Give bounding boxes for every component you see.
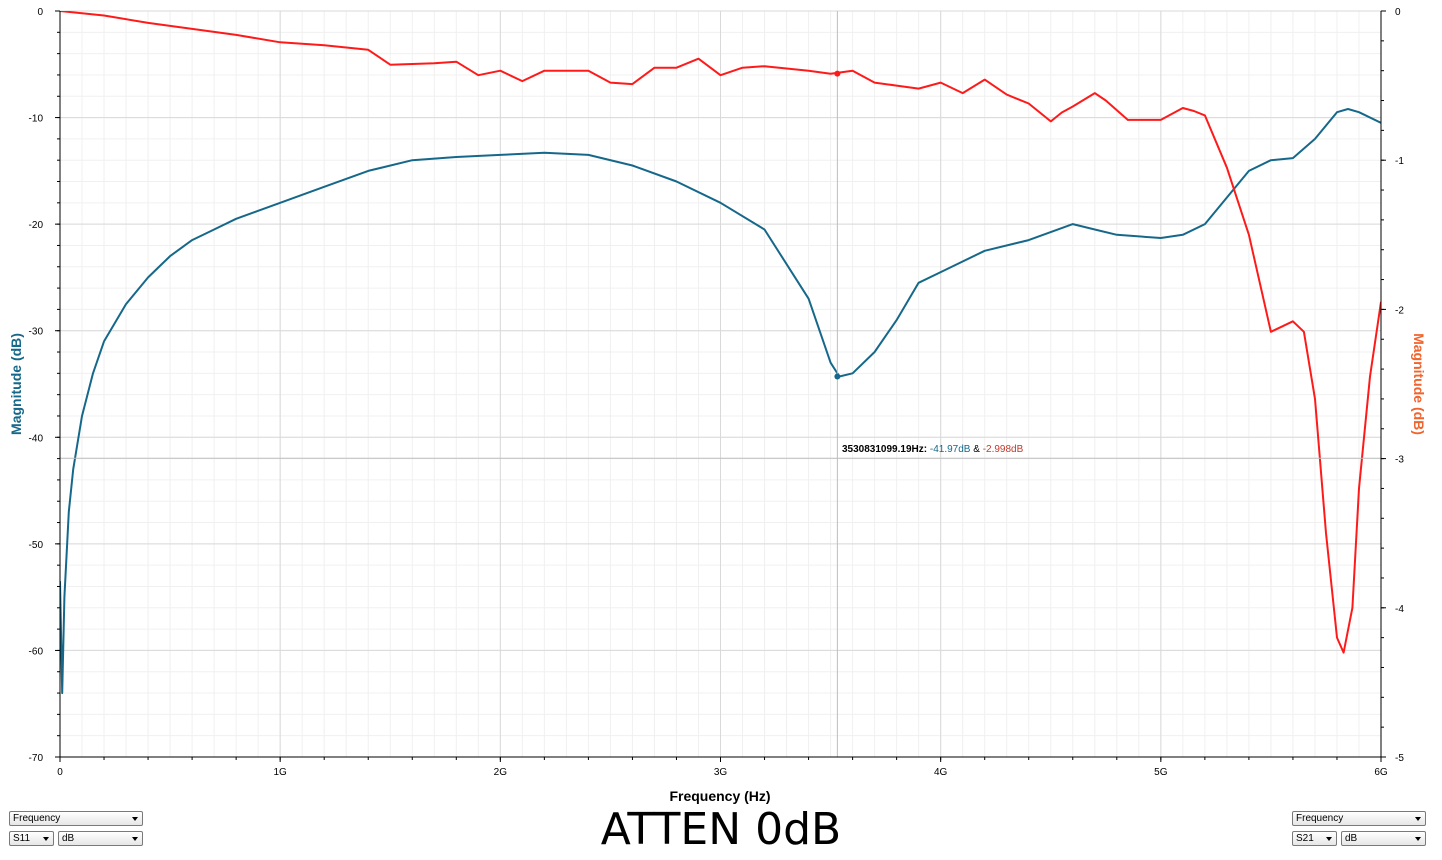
right-y-tick-label: 0 <box>1395 7 1401 18</box>
right-xaxis-select[interactable]: Frequency <box>1292 811 1426 826</box>
cursor-s11-value: -41.97dB <box>930 444 971 455</box>
x-tick-label: 0 <box>57 767 63 778</box>
left-xaxis-select[interactable]: Frequency <box>9 811 143 826</box>
right-param-select-value: S21 <box>1296 833 1314 844</box>
left-y-tick-label: -70 <box>29 753 44 764</box>
right-y-tick-label: -2 <box>1395 305 1404 316</box>
chevron-down-icon <box>1326 837 1332 841</box>
x-tick-label: 3G <box>714 767 728 778</box>
left-y-tick-label: -50 <box>29 540 44 551</box>
chevron-down-icon <box>132 817 138 821</box>
chevron-down-icon <box>132 837 138 841</box>
right-y-tick-label: -1 <box>1395 156 1404 167</box>
x-tick-label: 6G <box>1374 767 1388 778</box>
chevron-down-icon <box>43 837 49 841</box>
right-y-tick-label: -3 <box>1395 455 1404 466</box>
left-y-tick-label: -20 <box>29 220 44 231</box>
cursor-separator: & <box>973 444 980 455</box>
y-axis-label-left: Magnitude (dB) <box>8 333 24 435</box>
right-xaxis-select-value: Frequency <box>1296 813 1344 824</box>
chevron-down-icon <box>1415 837 1421 841</box>
cursor-s21-value: -2.998dB <box>983 444 1024 455</box>
cursor-layer <box>60 11 1381 757</box>
x-tick-label: 2G <box>494 767 508 778</box>
right-unit-select-value: dB <box>1345 833 1358 844</box>
cursor-frequency: 3530831099.19Hz: <box>842 444 927 455</box>
y-axis-label-right: Magnitude (dB) <box>1411 333 1427 435</box>
right-unit-select[interactable]: dB <box>1341 831 1426 846</box>
left-y-tick-label: 0 <box>37 7 43 18</box>
left-xaxis-select-value: Frequency <box>13 813 61 824</box>
left-y-tick-label: -10 <box>29 114 44 125</box>
right-param-select[interactable]: S21 <box>1292 831 1337 846</box>
x-axis-label: Frequency (Hz) <box>669 788 770 804</box>
cursor-marker-s11 <box>834 373 841 380</box>
left-param-select-value: S11 <box>13 833 31 844</box>
left-param-select[interactable]: S11 <box>9 831 54 846</box>
x-tick-label: 4G <box>934 767 948 778</box>
left-y-tick-label: -30 <box>29 327 44 338</box>
left-unit-select[interactable]: dB <box>58 831 143 846</box>
left-y-tick-label: -60 <box>29 646 44 657</box>
s21-series-line <box>60 11 1381 654</box>
chevron-down-icon <box>1415 817 1421 821</box>
cursor-readout: 3530831099.19Hz: -41.97dB & -2.998dB <box>842 444 1024 455</box>
left-unit-select-value: dB <box>62 833 75 844</box>
x-tick-label: 1G <box>273 767 287 778</box>
caption-title: ATTEN 0dB <box>600 804 842 855</box>
x-tick-label: 5G <box>1154 767 1168 778</box>
cursor-marker-s21 <box>834 70 841 77</box>
series-layer <box>60 11 1381 695</box>
left-y-tick-label: -40 <box>29 433 44 444</box>
right-y-tick-label: -5 <box>1395 753 1404 764</box>
ticks-layer: 0 1G 2G 3G 4G 5G 6G 0 -10 -20 -30 -40 -50 -60 -70 0 -1 -2… <box>29 7 1405 778</box>
s11-series-line <box>60 108 1381 695</box>
right-y-tick-label: -4 <box>1395 604 1404 615</box>
